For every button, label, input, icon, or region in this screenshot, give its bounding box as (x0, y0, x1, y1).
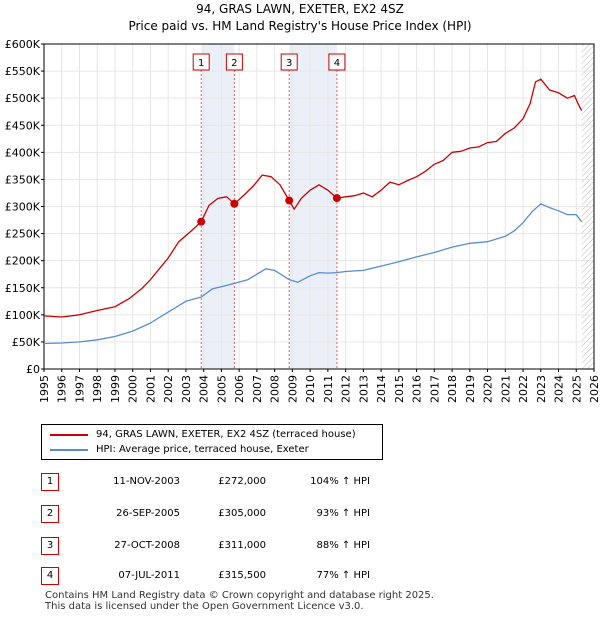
chart-subtitle: Price paid vs. HM Land Registry's House … (128, 19, 472, 33)
sale-price: £272,000 (218, 476, 266, 487)
x-tick-label: 2018 (446, 375, 459, 403)
sale-number-badge: 2 (41, 505, 59, 523)
footer-copyright: Contains HM Land Registry data © Crown c… (45, 590, 434, 601)
sale-date: 26-SEP-2005 (116, 508, 180, 519)
sale-number-label: 2 (231, 58, 237, 69)
y-tick-label: £250K (5, 228, 41, 241)
x-tick-label: 1995 (38, 375, 51, 403)
sale-point (332, 194, 341, 203)
sale-number-label: 3 (286, 58, 292, 69)
sale-number-box (192, 53, 210, 71)
x-tick-label: 2009 (286, 375, 299, 403)
y-tick-label: £150K (5, 282, 41, 295)
x-tick-label: 2023 (535, 375, 548, 403)
table-row: 4 07-JUL-2011 £315,500 77% ↑ HPI (0, 567, 600, 585)
x-tick-label: 2006 (233, 375, 246, 403)
sale-price: £305,000 (218, 508, 266, 519)
x-tick-label: 2004 (198, 375, 211, 403)
y-tick-label: £450K (5, 119, 41, 132)
hpi-line (43, 203, 583, 345)
x-tick-label: 2002 (162, 375, 175, 403)
legend-swatch-hpi (50, 449, 88, 451)
sale-number-box (225, 53, 243, 71)
sale-hpi-change: 93% ↑ HPI (316, 508, 370, 519)
price-chart: £0 £50K £100K £150K £200K £250K £300K £350K £400… (5, 38, 600, 403)
x-tick-label: 2005 (215, 375, 228, 403)
sale-price: £311,000 (218, 540, 266, 551)
x-tick-label: 2026 (588, 375, 600, 403)
legend-label-property: 94, GRAS LAWN, EXETER, EX2 4SZ (terraced… (96, 429, 356, 440)
sale-number-box (328, 53, 346, 71)
sale-number-label: 1 (198, 58, 204, 69)
y-tick-label: £50K (12, 336, 41, 349)
x-tick-label: 2007 (251, 375, 264, 403)
x-tick-label: 2014 (375, 375, 388, 403)
footer-attribution: Contains HM Land Registry data © Crown c… (45, 590, 434, 612)
sale-number-badge: 1 (41, 473, 59, 491)
chart-legend: 94, GRAS LAWN, EXETER, EX2 4SZ (terraced… (41, 424, 383, 460)
x-tick-label: 2015 (393, 375, 406, 403)
legend-label-hpi: HPI: Average price, terraced house, Exet… (96, 444, 309, 455)
y-tick-label: £0 (26, 363, 40, 376)
table-row: 3 27-OCT-2008 £311,000 88% ↑ HPI (0, 537, 600, 555)
x-tick-label: 2019 (464, 375, 477, 403)
x-tick-label: 2016 (411, 375, 424, 403)
x-tick-label: 1998 (91, 375, 104, 403)
x-tick-label: 2024 (553, 375, 566, 403)
x-tick-label: 2011 (322, 375, 335, 403)
x-tick-label: 2000 (127, 375, 140, 403)
y-tick-label: £200K (5, 255, 41, 268)
y-tick-label: £100K (5, 309, 41, 322)
x-tick-label: 2020 (482, 375, 495, 403)
table-row: 2 26-SEP-2005 £305,000 93% ↑ HPI (0, 505, 600, 523)
sale-hpi-change: 88% ↑ HPI (316, 540, 370, 551)
x-tick-label: 2012 (340, 375, 353, 403)
sale-hpi-change: 104% ↑ HPI (310, 476, 370, 487)
x-tick-label: 2013 (357, 375, 370, 403)
sale-number-badge: 3 (41, 537, 59, 555)
sale-number-box (280, 53, 298, 71)
sale-date: 27-OCT-2008 (114, 540, 180, 551)
x-tick-label: 2021 (499, 375, 512, 403)
sale-point (230, 199, 239, 208)
sale-number-badge: 4 (41, 567, 59, 585)
y-tick-label: £350K (5, 173, 41, 186)
x-tick-label: 1997 (73, 375, 86, 403)
sale-point (197, 217, 206, 226)
x-tick-label: 2001 (144, 375, 157, 403)
table-row: 1 11-NOV-2003 £272,000 104% ↑ HPI (0, 473, 600, 491)
y-tick-label: £600K (5, 38, 41, 51)
x-tick-label: 2025 (570, 375, 583, 403)
legend-swatch-property (50, 434, 88, 436)
y-tick-label: £400K (5, 146, 41, 159)
y-tick-label: £300K (5, 201, 41, 214)
x-tick-label: 2008 (269, 375, 282, 403)
x-tick-label: 1996 (56, 375, 69, 403)
sale-hpi-change: 77% ↑ HPI (316, 570, 370, 581)
chart-title: 94, GRAS LAWN, EXETER, EX2 4SZ (196, 2, 404, 16)
y-tick-label: £550K (5, 65, 41, 78)
sale-date: 07-JUL-2011 (118, 570, 180, 581)
x-tick-label: 2017 (428, 375, 441, 403)
sale-price: £315,500 (218, 570, 266, 581)
sale-date: 11-NOV-2003 (113, 476, 180, 487)
property-price-line (43, 78, 583, 318)
x-tick-label: 1999 (109, 375, 122, 403)
sale-number-label: 4 (334, 58, 340, 69)
x-tick-label: 2022 (517, 375, 530, 403)
x-tick-label: 2003 (180, 375, 193, 403)
y-tick-label: £500K (5, 92, 41, 105)
x-tick-label: 2010 (304, 375, 317, 403)
footer-license: This data is licensed under the Open Gov… (45, 601, 364, 612)
sale-point (285, 196, 294, 205)
